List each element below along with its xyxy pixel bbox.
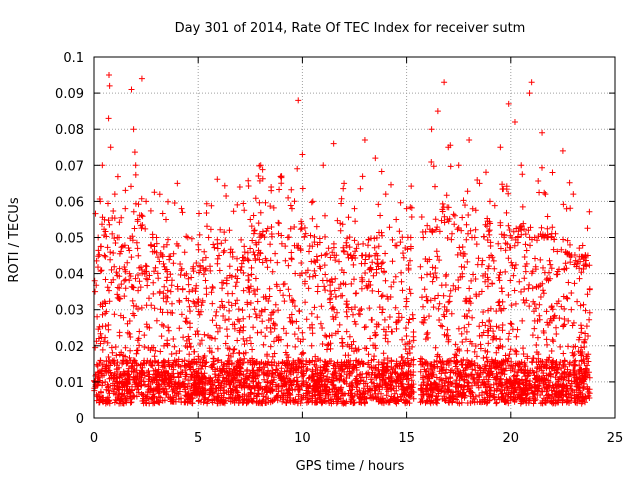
scatter-point (295, 97, 302, 104)
scatter-point (99, 162, 106, 169)
scatter-point (134, 216, 141, 223)
scatter-point (341, 180, 348, 187)
scatter-point (428, 126, 435, 133)
scatter-point (132, 162, 139, 169)
scatter-point (163, 241, 170, 248)
scatter-point (178, 205, 185, 212)
scatter-point (320, 162, 327, 169)
scatter-point (278, 173, 285, 180)
scatter-point (130, 126, 137, 133)
y-tick-label: 0.06 (55, 195, 84, 210)
points-layer (91, 72, 593, 407)
scatter-point (580, 256, 587, 263)
scatter-point (257, 162, 264, 169)
scatter-point (434, 108, 441, 115)
scatter-point (549, 169, 556, 176)
scatter-point (441, 79, 448, 86)
scatter-point (247, 216, 254, 223)
ticks-layer: 0 5 10 15 20 25 0 0.01 0.02 0.03 0.04 0.05 0.06 0.07 0… (55, 51, 623, 446)
y-tick-label: 0.03 (55, 304, 84, 319)
scatter-point (584, 252, 591, 259)
scatter-point (105, 115, 112, 122)
scatter-point (528, 79, 535, 86)
scatter-point (466, 137, 473, 144)
x-tick-label: 15 (398, 431, 415, 446)
scatter-point (445, 144, 452, 151)
scatter-point (486, 198, 493, 205)
scatter-point (361, 137, 368, 144)
y-tick-label: 0.09 (55, 87, 84, 102)
y-tick-label: 0.08 (55, 123, 84, 138)
y-tick-label: 0 (76, 412, 84, 427)
scatter-point-cloud (91, 142, 593, 407)
scatter-point (526, 90, 533, 97)
scatter-point (372, 155, 379, 162)
scatter-point (128, 86, 135, 93)
scatter-point (106, 72, 113, 79)
scatter-point (403, 205, 410, 212)
scatter-point (107, 144, 114, 151)
scatter-point (351, 205, 358, 212)
y-tick-label: 0.04 (55, 268, 84, 283)
scatter-point (153, 234, 160, 241)
scatter-point (236, 183, 243, 190)
y-tick-label: 0.01 (55, 376, 84, 391)
scatter-point (420, 234, 427, 241)
scatter-point (138, 75, 145, 82)
chart-title: Day 301 of 2014, Rate Of TEC Index for r… (175, 21, 526, 36)
scatter-point (116, 234, 123, 241)
scatter-point (497, 144, 504, 151)
x-tick-label: 5 (194, 431, 202, 446)
scatter-point (288, 205, 295, 212)
scatter-point (505, 100, 512, 107)
scatter-point (122, 205, 129, 212)
y-tick-label: 0.02 (55, 340, 84, 355)
x-tick-label: 10 (294, 431, 311, 446)
y-axis-label: ROTI / TECUs (7, 197, 22, 282)
scatter-point (92, 288, 99, 295)
x-axis-label: GPS time / hours (296, 459, 405, 474)
y-tick-label: 0.05 (55, 232, 84, 247)
scatter-point (511, 118, 518, 125)
scatter-point (174, 180, 181, 187)
scatter-point (393, 216, 400, 223)
scatter-point (455, 162, 462, 169)
scatter-point (539, 129, 546, 136)
x-tick-label: 20 (503, 431, 520, 446)
scatter-point (570, 191, 577, 198)
scatter-point (330, 140, 337, 147)
scatter-point (226, 227, 233, 234)
scatter-point (106, 82, 113, 89)
y-tick-label: 0.07 (55, 159, 84, 174)
scatter-point (559, 147, 566, 154)
scatter-point (299, 151, 306, 158)
x-tick-label: 25 (607, 431, 624, 446)
scatter-point (111, 191, 118, 198)
scatter-point (143, 198, 150, 205)
scatter-point (195, 241, 202, 248)
scatter-point (101, 252, 108, 259)
scatter-point (216, 252, 223, 259)
scatter-point (382, 191, 389, 198)
scatter-point (268, 183, 275, 190)
scatter-point (518, 162, 525, 169)
scatter-point (407, 234, 414, 241)
scatter-point (476, 180, 483, 187)
scatter-point (184, 234, 191, 241)
scatter-point (309, 198, 316, 205)
scatter-point (205, 234, 212, 241)
x-tick-label: 0 (90, 431, 98, 446)
y-tick-label: 0.1 (63, 51, 84, 66)
